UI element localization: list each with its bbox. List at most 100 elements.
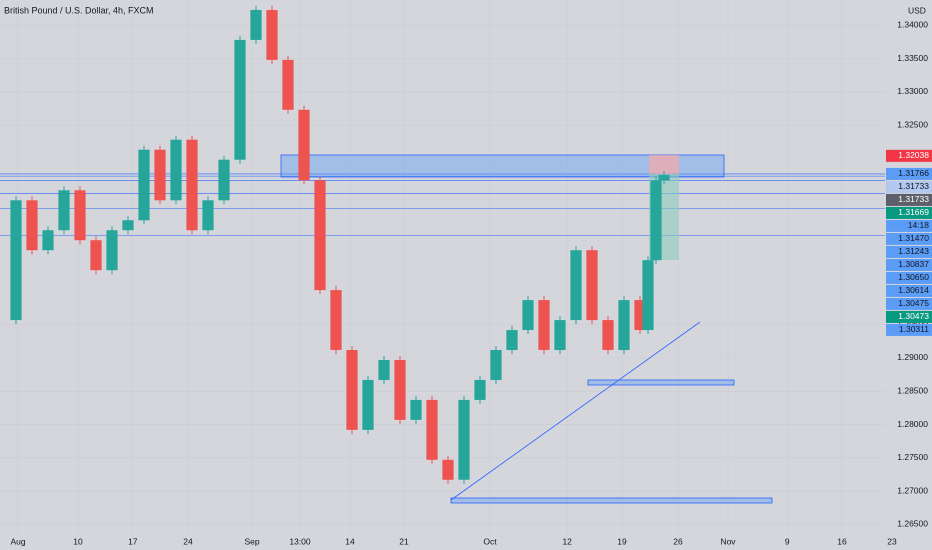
x-tick-label: Sep [244,536,259,546]
price-label-text: 1.30475 [898,298,929,308]
candle [346,350,358,430]
candle [378,359,390,380]
x-tick-label: 13:00 [289,536,311,546]
candle [602,320,614,351]
price-label [886,232,932,245]
candle [394,359,406,420]
y-tick-label: 1.34000 [897,20,928,30]
price-label-text: 1.30473 [898,311,929,321]
y-tick-label: 1.27000 [897,485,928,495]
candle [506,330,518,351]
y-tick-label: 1.29000 [897,352,928,362]
candle [442,459,454,480]
supply-zone [280,154,725,178]
candle [202,200,214,231]
x-tick-label: 26 [673,536,683,546]
price-label [886,206,932,219]
candle [658,175,670,181]
candle [154,149,166,201]
candle [650,180,662,261]
candle [10,200,22,321]
axes: 1.340001.335001.330001.325001.295001.290… [10,20,932,546]
currency: USD [908,5,926,15]
price-label [886,167,932,180]
x-tick-label: 16 [837,536,847,546]
candle [570,250,582,321]
price-label-text: 1.31733 [898,194,929,204]
candle [26,200,38,251]
price-label [886,271,932,284]
trend-line [450,321,701,501]
x-tick-label: 23 [887,536,897,546]
demand-zone [587,379,735,386]
x-tick-label: 14 [345,536,355,546]
candle [330,290,342,351]
x-tick-label: Aug [10,536,25,546]
price-label [886,284,932,297]
candle [642,260,654,331]
x-tick-label: 9 [785,536,790,546]
price-label [886,245,932,258]
price-label [886,180,932,193]
candle [282,59,294,110]
x-tick-label: 10 [73,536,83,546]
candle [122,220,134,231]
candle [74,190,86,241]
price-label-text: 1.30650 [898,272,929,282]
price-label-text: 1.32038 [898,150,929,160]
candle [586,250,598,321]
candle [186,139,198,231]
candle [522,300,534,331]
candle [426,399,438,460]
candle [298,109,310,181]
price-label [886,310,932,323]
candle [410,399,422,420]
candle [218,159,230,201]
candle [58,190,70,231]
price-label [886,297,932,310]
candle [362,379,374,430]
price-label-text: 1.31243 [898,246,929,256]
candle [490,350,502,380]
price-label-text: 1.31669 [898,207,929,217]
y-tick-label: 1.26500 [897,519,928,529]
y-tick-label: 1.28500 [897,386,928,396]
price-label-text: 1.31766 [898,168,929,178]
price-label [886,258,932,271]
candles [10,5,670,484]
price-label [886,219,932,232]
candle [618,300,630,351]
x-tick-label: 19 [617,536,627,546]
x-tick-label: 17 [128,536,138,546]
candle [314,180,326,291]
candle [458,399,470,480]
y-tick-label: 1.33500 [897,53,928,63]
price-label-text: 1.31733 [898,181,929,191]
price-label-text: 1.31470 [898,233,929,243]
price-label-text: 14:18 [908,220,930,230]
candle [138,149,150,221]
y-tick-label: 1.28000 [897,419,928,429]
y-tick-label: 1.27500 [897,452,928,462]
candle [634,300,646,331]
candle [234,39,246,160]
y-tick-label: 1.33000 [897,86,928,96]
x-tick-label: 24 [183,536,193,546]
stop-zone [649,155,679,174]
candle [266,9,278,60]
candle [474,379,486,400]
candle [42,230,54,251]
price-label-text: 1.30614 [898,285,929,295]
candle [554,320,566,351]
candle [170,139,182,201]
price-label [886,193,932,206]
x-tick-label: 21 [399,536,409,546]
candle [106,230,118,271]
x-tick-label: Oct [483,536,497,546]
x-tick-label: Nov [720,536,736,546]
candle [250,9,262,40]
grid [0,0,893,535]
price-label-text: 1.30311 [899,324,929,334]
